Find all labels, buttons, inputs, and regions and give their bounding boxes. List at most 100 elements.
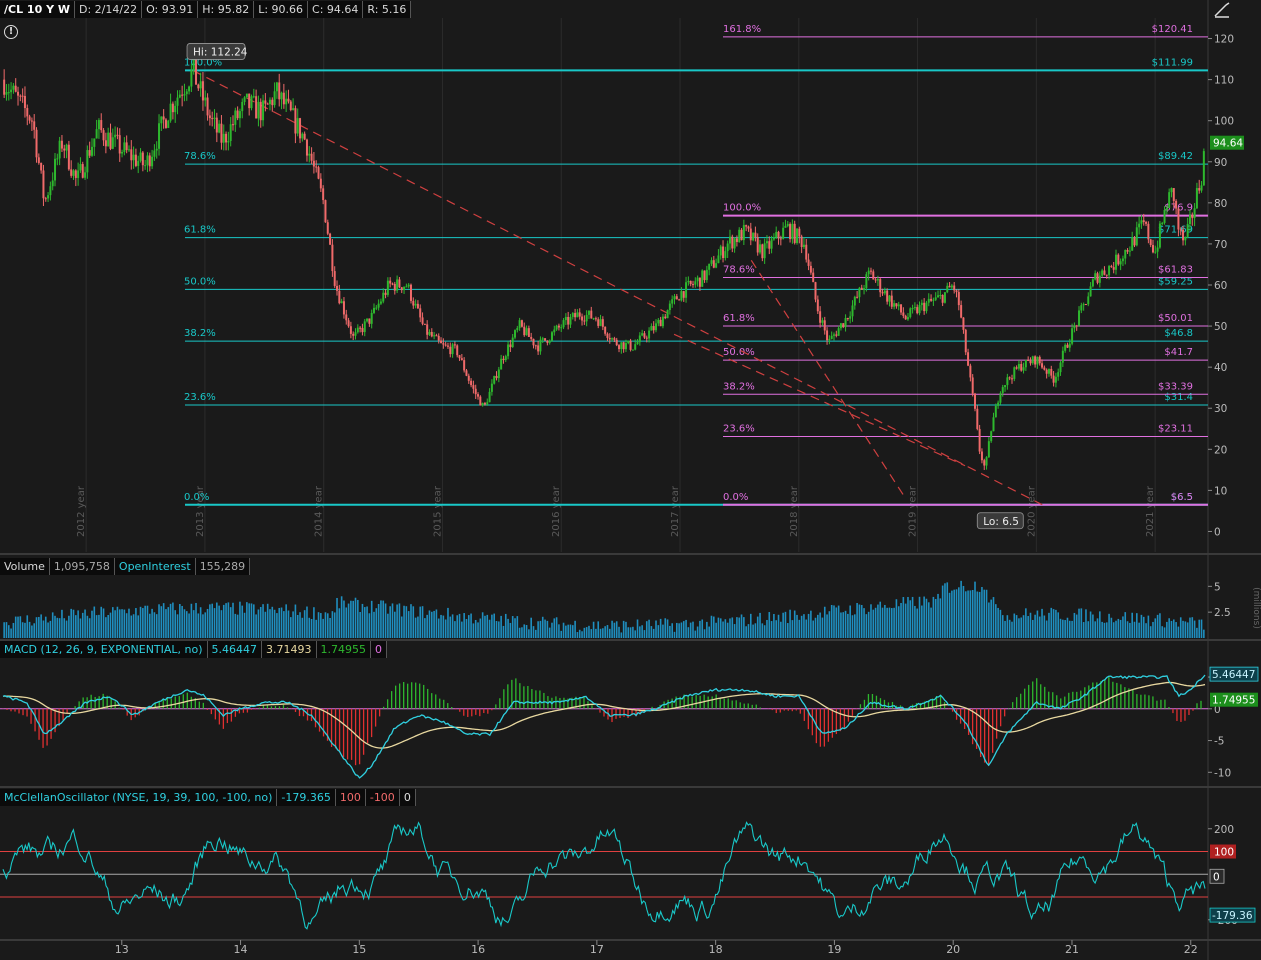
price-candle-body xyxy=(51,180,54,187)
price-candle-body xyxy=(84,172,87,178)
price-candle-body xyxy=(735,238,738,242)
price-candle-body xyxy=(1103,270,1106,275)
price-candle-body xyxy=(789,224,792,240)
price-candle-body xyxy=(1066,344,1069,348)
price-candle-body xyxy=(710,260,713,264)
price-candle-body xyxy=(5,92,8,95)
price-candle-body xyxy=(918,305,921,314)
price-candle-body xyxy=(171,103,174,113)
price-candle-body xyxy=(255,96,258,119)
price-candle-body xyxy=(1198,188,1201,191)
price-candle-body xyxy=(1126,250,1129,252)
price-candle-body xyxy=(645,337,648,339)
price-candle-body xyxy=(497,369,500,379)
price-candle-body xyxy=(322,188,325,201)
price-candle-body xyxy=(95,129,98,139)
price-candle-body xyxy=(382,292,385,302)
price-candle-body xyxy=(696,277,699,282)
price-candle-body xyxy=(550,332,553,341)
price-candle-body xyxy=(1080,305,1083,311)
price-candle-body xyxy=(349,326,352,334)
price-candle-body xyxy=(576,312,579,318)
price-candle-body xyxy=(1105,274,1108,276)
price-candle-body xyxy=(689,280,692,285)
macd-diff-value: 1.74955 xyxy=(316,641,372,658)
price-candle-body xyxy=(930,298,933,301)
time-tick-label: 13 xyxy=(115,943,129,956)
mcclellan-tick-label: 200 xyxy=(1214,824,1234,836)
price-candle-body xyxy=(520,320,523,327)
price-candle-body xyxy=(10,89,13,93)
price-candle-body xyxy=(631,349,634,351)
price-candle-body xyxy=(116,134,119,136)
price-candle-body xyxy=(162,116,165,120)
mcclellan-zero-value: 0 xyxy=(399,789,416,806)
price-candle-body xyxy=(724,251,727,258)
fib1-price-label: $111.99 xyxy=(1152,57,1193,68)
price-candle-body xyxy=(569,316,572,325)
price-candle-body xyxy=(134,154,137,166)
price-candle-body xyxy=(319,178,322,189)
price-candle-body xyxy=(761,244,764,259)
alert-circle-icon[interactable]: ! xyxy=(4,25,18,39)
price-candle-body xyxy=(266,103,269,105)
price-candle-body xyxy=(800,236,803,248)
price-candle-body xyxy=(978,428,981,452)
price-candle-body xyxy=(1161,222,1164,224)
mcclellan-line xyxy=(2,821,1206,930)
fib1-level-label: 50.0% xyxy=(184,276,216,287)
symbol-label[interactable]: /CL 10 Y W xyxy=(0,1,75,18)
price-candle-body xyxy=(211,118,214,120)
price-candle-body xyxy=(238,111,241,119)
price-candle-body xyxy=(1082,304,1085,306)
fib1-level-label: 61.8% xyxy=(184,225,216,236)
price-candle-body xyxy=(768,241,771,249)
drawing-tools-icon[interactable] xyxy=(1212,1,1232,19)
price-candle-body xyxy=(869,270,872,272)
price-candle-body xyxy=(962,317,965,330)
price-candle-body xyxy=(446,345,449,347)
price-candle-body xyxy=(685,282,688,298)
price-candle-body xyxy=(691,284,694,286)
volume-tick-label: 2.5 xyxy=(1214,607,1231,619)
price-candle-body xyxy=(1087,296,1090,305)
price-candle-body xyxy=(1031,356,1034,364)
price-candle-body xyxy=(539,339,542,352)
price-candle-body xyxy=(733,238,736,249)
price-candle-body xyxy=(1015,367,1018,369)
price-tick-label: 50 xyxy=(1214,321,1227,333)
lo-label: Lo: 6.5 xyxy=(983,516,1019,528)
price-candle-body xyxy=(437,335,440,341)
price-candle-body xyxy=(296,118,299,134)
price-candle-body xyxy=(514,330,517,338)
price-candle-body xyxy=(123,142,126,152)
price-candle-body xyxy=(70,169,73,176)
price-candle-body xyxy=(1156,247,1159,252)
price-candle-body xyxy=(985,457,988,466)
price-candle-body xyxy=(895,303,898,307)
price-candle-body xyxy=(183,94,186,96)
price-candle-body xyxy=(282,92,285,105)
price-candle-body xyxy=(493,375,496,384)
price-candle-body xyxy=(118,135,121,154)
price-candle-body xyxy=(717,255,720,264)
price-candle-body xyxy=(90,146,93,156)
price-candle-body xyxy=(208,115,211,119)
price-candle-body xyxy=(393,283,396,291)
price-candle-body xyxy=(657,319,660,324)
price-candle-body xyxy=(465,370,468,376)
price-candle-body xyxy=(49,186,52,196)
price-candle-body xyxy=(65,144,68,151)
price-candle-body xyxy=(890,295,893,307)
price-candle-body xyxy=(937,295,940,298)
price-candle-body xyxy=(1096,273,1099,283)
price-candle-body xyxy=(974,393,977,409)
price-tick-label: 100 xyxy=(1214,116,1234,128)
price-candle-body xyxy=(678,299,681,301)
price-candle-body xyxy=(879,279,882,293)
price-candle-body xyxy=(507,344,510,357)
price-candle-body xyxy=(592,318,595,320)
macd-line xyxy=(2,674,1206,779)
price-candle-body xyxy=(1147,223,1150,240)
